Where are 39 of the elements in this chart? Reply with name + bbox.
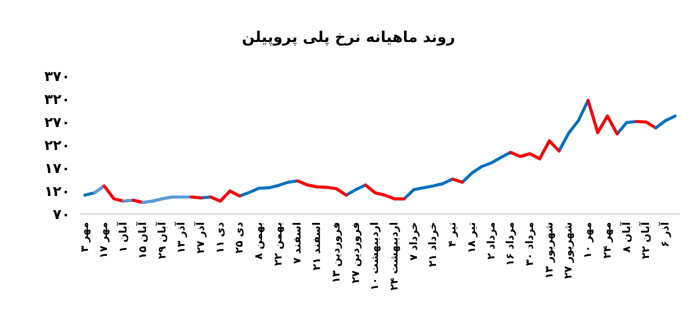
x-tick-label: ۸ آبان <box>618 222 633 253</box>
x-tick-label: ۶ آذر <box>657 222 672 248</box>
x-tick-label: ۲۹ آبان <box>154 222 168 259</box>
x-tick-label: ۱۶ مرداد <box>504 222 517 266</box>
y-tick-label: ۷۰ <box>52 207 70 223</box>
chart-title: روند ماهیانه نرخ پلی پروپیلن <box>242 28 456 46</box>
x-tick-label: ۲۱ خرداد <box>427 222 440 267</box>
x-tick-label: ۷ خرداد <box>408 222 420 261</box>
x-tick-label: ۲۲ آبان <box>638 222 652 259</box>
x-tick-label: ۷ اسفند <box>292 222 304 264</box>
y-tick-label: ۲۷۰ <box>44 115 70 131</box>
y-tick-label: ۲۲۰ <box>44 138 70 154</box>
x-tick-label: ۱۳ آذر <box>174 222 188 254</box>
y-tick-label: ۳۲۰ <box>44 92 70 108</box>
x-tick-label: ۳ مهر <box>78 222 91 252</box>
x-tick-label: ۴ تیر <box>446 222 459 247</box>
y-tick-label: ۱۷۰ <box>44 161 70 177</box>
x-tick-label: ۲۷ آذر <box>192 222 207 254</box>
y-tick-label: ۱۲۰ <box>44 184 70 200</box>
x-tick-label: ۱ آبان <box>116 222 130 253</box>
x-tick-label: ۲۷ شهریور <box>562 222 575 279</box>
x-tick-label: ۱۸ تیر <box>466 222 478 254</box>
x-tick-label: ۱۵ آبان <box>134 222 149 259</box>
x-tick-label: ۲۱ اسفند <box>311 222 324 270</box>
x-tick-label: ۲ مرداد <box>485 222 498 260</box>
x-tick-label: ۱۳ فروردین <box>330 222 342 284</box>
x-tick-label: ۱۳ شهریور <box>543 222 556 279</box>
x-tick-label: ۱۰ مهر <box>582 222 594 258</box>
x-tick-label: ۲۴ مهر <box>601 222 614 258</box>
x-tick-label: ۱۷ مهر <box>98 222 110 258</box>
x-tick-label: ۸ بهمن <box>253 222 266 260</box>
x-tick-label: ۲۴ اردیبهشت <box>388 222 401 290</box>
x-tick-label: ۲۵ دی <box>234 221 246 254</box>
x-tick-label: ۱۱ دی <box>214 221 226 254</box>
x-tick-label: ۲۲ بهمن <box>272 222 284 266</box>
x-tick-label: ۳۰ مرداد <box>524 222 536 266</box>
x-tick-label: ۱۰ اردیبهشت <box>369 222 382 290</box>
y-tick-label: ۳۷۰ <box>44 69 70 85</box>
x-tick-label: ۲۷ فروردین <box>350 222 362 284</box>
